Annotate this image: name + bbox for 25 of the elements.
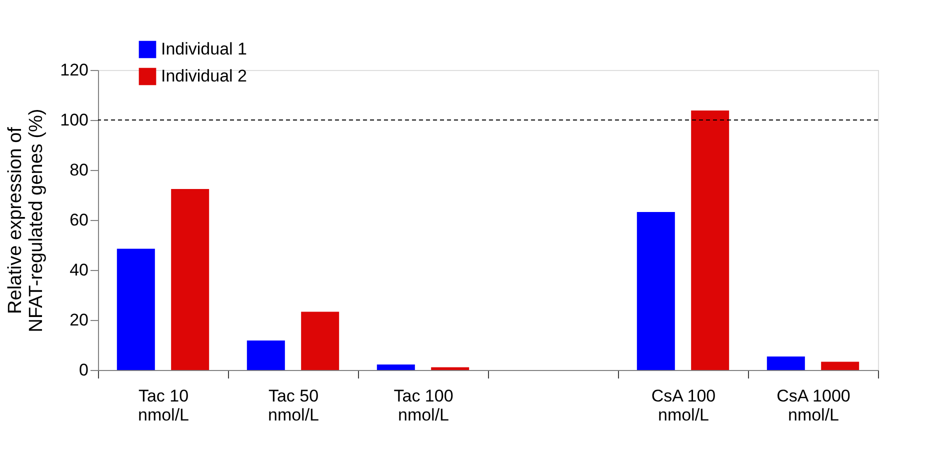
bar	[766, 356, 805, 370]
x-tick-label: CsA 1000 nmol/L	[776, 386, 850, 424]
y-tick-label: 100	[60, 110, 88, 130]
bar	[301, 312, 340, 370]
legend-label: Individual 2	[161, 66, 248, 86]
x-tick-label: Tac 50 nmol/L	[268, 386, 320, 424]
y-tick-label: 40	[70, 260, 88, 280]
x-tick-label: Tac 100 nmol/L	[394, 386, 454, 424]
y-axis-title: Relative expression of NFAT-regulated genes (%)	[5, 108, 48, 332]
y-tick-label: 60	[70, 210, 88, 230]
y-tick-label: 120	[60, 60, 88, 80]
bar	[376, 364, 415, 370]
y-tick-label: 80	[70, 160, 88, 180]
bar	[636, 212, 675, 370]
legend-label: Individual 1	[161, 40, 248, 58]
bar	[431, 367, 470, 370]
bar	[691, 110, 730, 370]
x-tick-label: CsA 100 nmol/L	[651, 386, 716, 424]
x-tick-label: Tac 10 nmol/L	[138, 386, 190, 424]
bar	[171, 189, 210, 370]
bar	[116, 248, 155, 370]
bar	[821, 362, 860, 370]
y-tick-label: 20	[70, 310, 88, 330]
bar	[246, 340, 285, 370]
y-tick-label: 0	[79, 360, 88, 380]
